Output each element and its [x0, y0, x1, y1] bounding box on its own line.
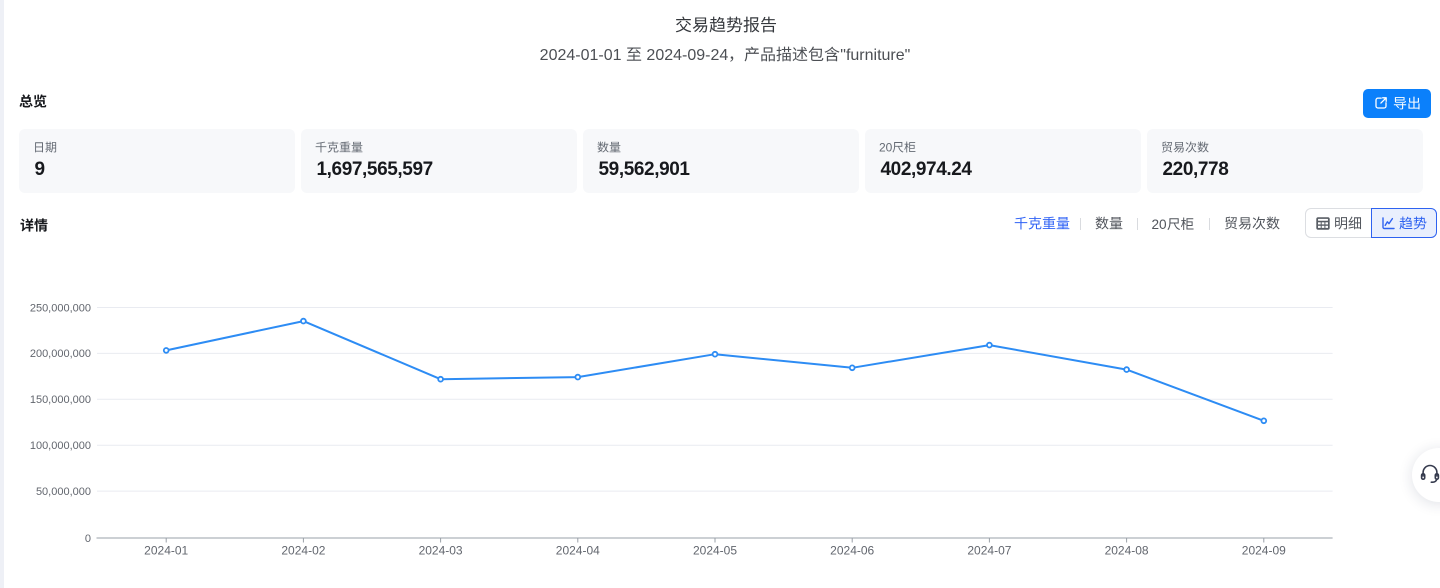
- svg-text:100,000,000: 100,000,000: [30, 440, 91, 452]
- svg-text:200,000,000: 200,000,000: [30, 348, 91, 360]
- svg-text:2024-03: 2024-03: [419, 544, 463, 558]
- svg-text:2024-06: 2024-06: [830, 544, 874, 558]
- svg-text:2024-01: 2024-01: [144, 544, 188, 558]
- svg-text:2024-04: 2024-04: [556, 544, 600, 558]
- svg-text:2024-09: 2024-09: [1242, 544, 1286, 558]
- svg-text:250,000,000: 250,000,000: [30, 302, 91, 314]
- svg-text:50,000,000: 50,000,000: [36, 486, 91, 498]
- svg-text:150,000,000: 150,000,000: [30, 394, 91, 406]
- svg-text:2024-02: 2024-02: [281, 544, 325, 558]
- svg-text:2024-08: 2024-08: [1105, 544, 1149, 558]
- svg-text:0: 0: [85, 533, 91, 545]
- svg-text:2024-07: 2024-07: [967, 544, 1011, 558]
- svg-text:2024-05: 2024-05: [693, 544, 737, 558]
